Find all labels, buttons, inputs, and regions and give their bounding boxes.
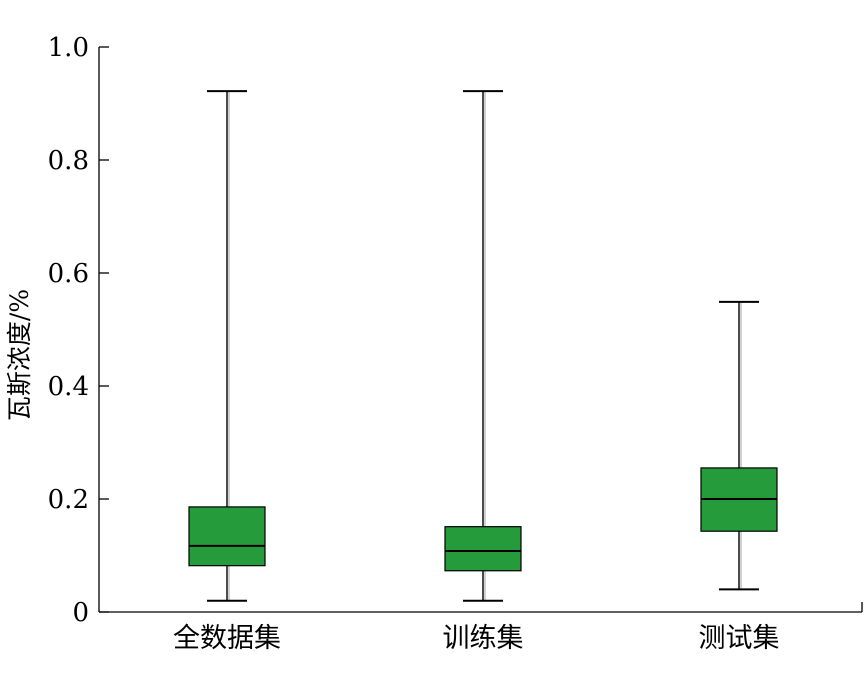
iqr-box xyxy=(444,526,522,572)
x-axis: 全数据集 训练集 测试集 xyxy=(99,602,863,654)
y-tick-label: 0.2 xyxy=(48,485,89,515)
y-tick-label: 0.4 xyxy=(48,372,89,402)
x-category-label: 全数据集 xyxy=(173,623,281,654)
x-category-label: 测试集 xyxy=(699,623,780,654)
box-group xyxy=(700,300,778,591)
y-tick-label: 0 xyxy=(72,598,89,628)
y-tick-label: 1.0 xyxy=(48,33,89,63)
y-axis-label: 瓦斯浓度/% xyxy=(5,289,34,421)
box-group xyxy=(188,90,266,602)
y-axis: 0 0.2 0.4 0.6 0.8 1.0 xyxy=(48,33,109,628)
y-tick-label: 0.6 xyxy=(48,259,89,289)
iqr-box xyxy=(188,506,266,567)
x-category-label: 训练集 xyxy=(443,623,524,654)
y-tick-label: 0.8 xyxy=(48,146,89,176)
plot-elements xyxy=(188,90,778,602)
box-group xyxy=(444,90,522,602)
